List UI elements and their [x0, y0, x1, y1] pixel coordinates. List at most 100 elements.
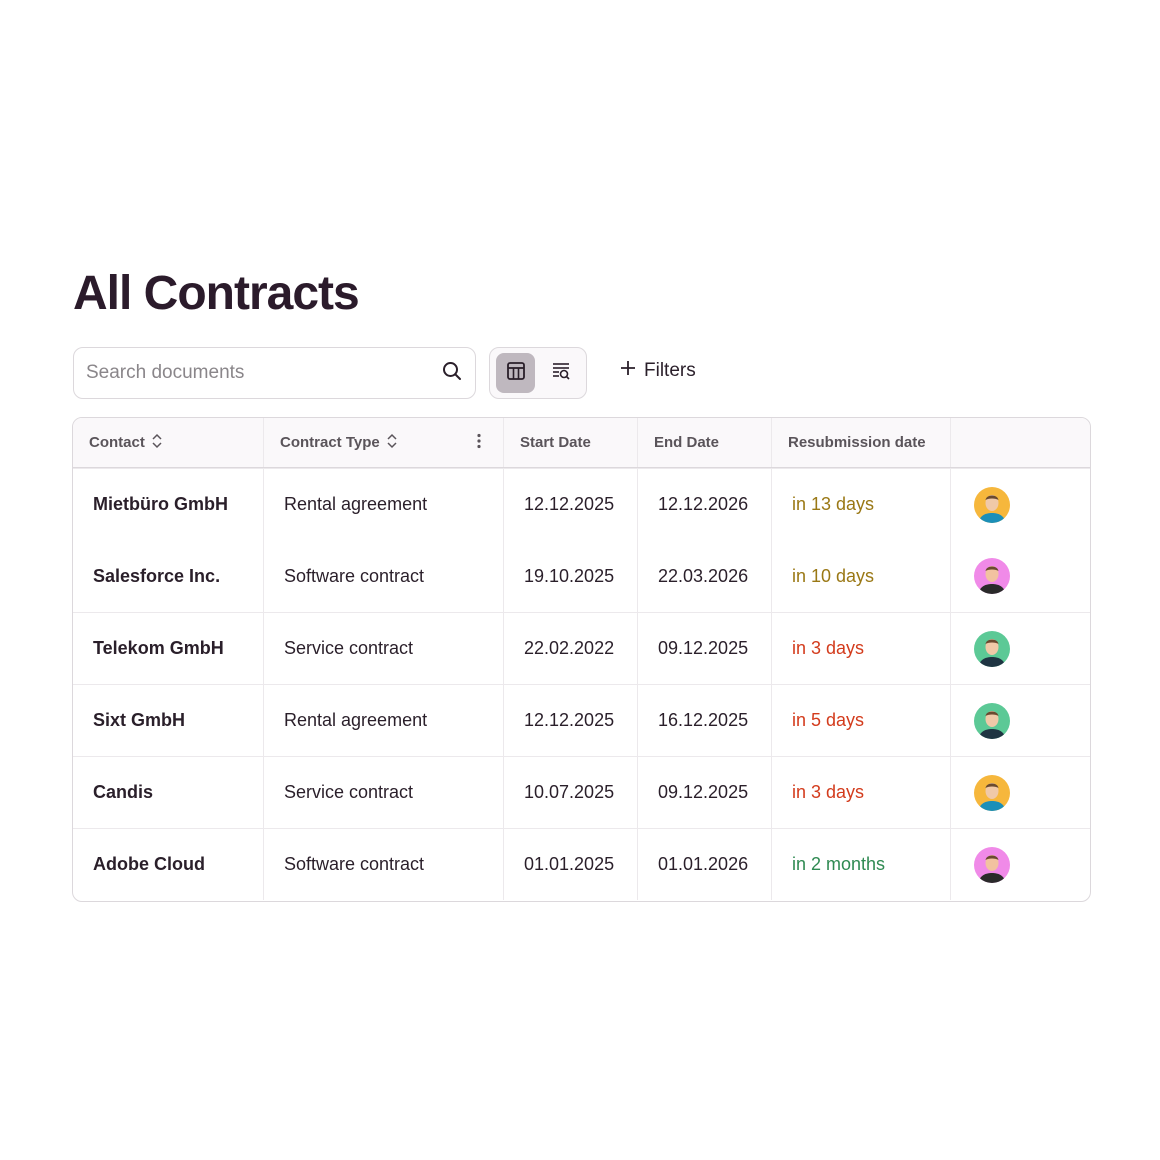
page-title: All Contracts	[73, 267, 360, 320]
column-start-date[interactable]: Start Date	[504, 418, 638, 467]
contact-cell: Candis	[73, 757, 264, 828]
table-row[interactable]: Mietbüro GmbH Rental agreement 12.12.202…	[73, 468, 1090, 540]
column-label: Resubmission date	[788, 434, 926, 451]
column-label: Contract Type	[280, 434, 380, 451]
filters-button[interactable]: Filters	[620, 360, 696, 382]
column-label: Contact	[89, 434, 145, 451]
start-date: 01.01.2025	[524, 854, 615, 874]
start-date: 12.12.2025	[524, 710, 615, 730]
contract-type-cell: Software contract	[264, 540, 504, 612]
contact-name: Mietbüro GmbH	[93, 494, 228, 514]
avatar[interactable]	[974, 774, 1010, 811]
contract-type-cell: Rental agreement	[264, 469, 504, 540]
end-date: 09.12.2025	[658, 782, 749, 802]
resubmission-cell: in 5 days	[772, 685, 951, 756]
contact-cell: Mietbüro GmbH	[73, 469, 264, 540]
start-date-cell: 01.01.2025	[504, 829, 638, 900]
table-view-button[interactable]	[496, 353, 535, 393]
owner-cell	[951, 685, 1090, 756]
resubmission-date: in 3 days	[792, 782, 865, 802]
end-date-cell: 16.12.2025	[638, 685, 772, 756]
start-date-cell: 22.02.2022	[504, 613, 638, 684]
resubmission-date: in 10 days	[792, 565, 875, 586]
start-date: 19.10.2025	[524, 565, 615, 586]
column-owner	[951, 418, 1090, 467]
end-date-cell: 22.03.2026	[638, 540, 772, 612]
sort-icon[interactable]	[386, 433, 398, 453]
end-date-cell: 09.12.2025	[638, 757, 772, 828]
avatar[interactable]	[974, 846, 1010, 883]
plus-icon	[620, 360, 636, 382]
resubmission-cell: in 3 days	[772, 613, 951, 684]
contract-type: Service contract	[284, 782, 414, 802]
contract-type-cell: Rental agreement	[264, 685, 504, 756]
column-resubmission-date[interactable]: Resubmission date	[772, 418, 951, 467]
list-search-icon	[551, 361, 571, 386]
column-end-date[interactable]: End Date	[638, 418, 772, 467]
contact-name: Candis	[93, 782, 154, 802]
table-row[interactable]: Adobe Cloud Software contract 01.01.2025…	[73, 828, 1090, 900]
resubmission-date: in 2 months	[792, 854, 886, 874]
contract-type-cell: Software contract	[264, 829, 504, 900]
list-search-view-button[interactable]	[541, 353, 580, 393]
table-row[interactable]: Sixt GmbH Rental agreement 12.12.2025 16…	[73, 684, 1090, 756]
column-label: Start Date	[520, 434, 591, 451]
start-date-cell: 12.12.2025	[504, 469, 638, 540]
table-row[interactable]: Telekom GmbH Service contract 22.02.2022…	[73, 612, 1090, 684]
start-date: 12.12.2025	[524, 494, 615, 514]
end-date: 09.12.2025	[658, 638, 749, 658]
start-date: 10.07.2025	[524, 782, 615, 802]
start-date-cell: 10.07.2025	[504, 757, 638, 828]
contact-cell: Telekom GmbH	[73, 613, 264, 684]
avatar[interactable]	[974, 630, 1010, 667]
start-date: 22.02.2022	[524, 638, 615, 658]
filters-label: Filters	[644, 360, 696, 381]
view-toggle	[489, 347, 587, 399]
contact-cell: Adobe Cloud	[73, 829, 264, 900]
contract-type: Software contract	[284, 854, 425, 874]
search-input[interactable]	[86, 362, 441, 384]
end-date: 16.12.2025	[658, 710, 749, 730]
sort-icon[interactable]	[151, 433, 163, 453]
resubmission-cell: in 2 months	[772, 829, 951, 900]
owner-cell	[951, 469, 1090, 540]
contract-type: Service contract	[284, 638, 414, 658]
end-date: 12.12.2026	[658, 494, 749, 514]
table-row[interactable]: Candis Service contract 10.07.2025 09.12…	[73, 756, 1090, 828]
contact-name: Salesforce Inc.	[93, 565, 221, 586]
column-contact[interactable]: Contact	[73, 418, 264, 467]
avatar[interactable]	[974, 558, 1010, 594]
more-vertical-icon[interactable]	[477, 433, 481, 453]
contact-cell: Sixt GmbH	[73, 685, 264, 756]
contract-type: Rental agreement	[284, 494, 428, 514]
table-icon	[506, 361, 526, 386]
resubmission-date: in 5 days	[792, 710, 865, 730]
end-date: 01.01.2026	[658, 854, 749, 874]
contract-type: Rental agreement	[284, 710, 428, 730]
contract-type-cell: Service contract	[264, 613, 504, 684]
table-row[interactable]: Salesforce Inc. Software contract 19.10.…	[73, 540, 1090, 612]
end-date-cell: 01.01.2026	[638, 829, 772, 900]
owner-cell	[951, 829, 1090, 900]
search-icon[interactable]	[441, 360, 463, 387]
contact-name: Telekom GmbH	[93, 638, 224, 658]
end-date: 22.03.2026	[658, 565, 749, 586]
resubmission-date: in 3 days	[792, 638, 865, 658]
owner-cell	[951, 757, 1090, 828]
owner-cell	[951, 613, 1090, 684]
end-date-cell: 09.12.2025	[638, 613, 772, 684]
column-contract-type[interactable]: Contract Type	[264, 418, 504, 467]
column-label: End Date	[654, 434, 720, 451]
resubmission-cell: in 13 days	[772, 469, 951, 540]
contract-type: Software contract	[284, 565, 425, 586]
start-date-cell: 19.10.2025	[504, 540, 638, 612]
contact-cell: Salesforce Inc.	[73, 540, 264, 612]
contact-name: Adobe Cloud	[93, 854, 205, 874]
avatar[interactable]	[974, 702, 1010, 739]
start-date-cell: 12.12.2025	[504, 685, 638, 756]
search-box[interactable]	[73, 347, 476, 399]
avatar[interactable]	[974, 486, 1010, 523]
owner-cell	[951, 540, 1090, 612]
resubmission-date: in 13 days	[792, 494, 875, 514]
contact-name: Sixt GmbH	[93, 710, 186, 730]
